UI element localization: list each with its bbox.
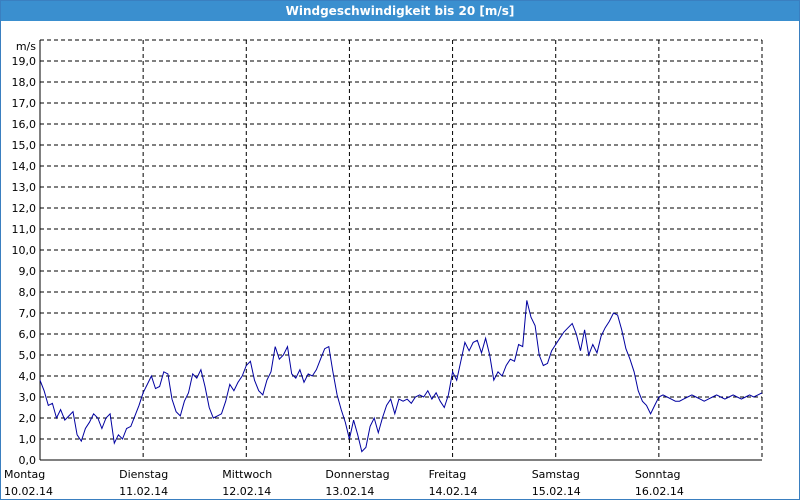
y-tick-label: 17,0 [12, 97, 37, 110]
y-tick-label: 6,0 [19, 328, 37, 341]
x-tick-day: Donnerstag [325, 468, 389, 481]
y-tick-label: 4,0 [19, 370, 37, 383]
y-tick-label: 8,0 [19, 286, 37, 299]
x-tick-date: 16.02.14 [635, 485, 684, 498]
chart-title: Windgeschwindigkeit bis 20 [m/s] [1, 1, 799, 21]
y-tick-label: 11,0 [12, 223, 37, 236]
x-tick-day: Samstag [532, 468, 580, 481]
y-tick-label: 14,0 [12, 160, 37, 173]
y-axis-label: m/s [16, 40, 36, 53]
series-line [39, 300, 763, 453]
y-tick-label: 15,0 [12, 139, 37, 152]
y-tick-label: 13,0 [12, 181, 37, 194]
y-tick-label: 7,0 [19, 307, 37, 320]
y-tick-label: 16,0 [12, 118, 37, 131]
x-tick-day: Mittwoch [222, 468, 272, 481]
y-tick-label: 18,0 [12, 76, 37, 89]
y-tick-label: 0,0 [19, 454, 37, 467]
x-tick-date: 13.02.14 [325, 485, 374, 498]
y-tick-label: 12,0 [12, 202, 37, 215]
y-tick-label: 5,0 [19, 349, 37, 362]
x-tick-day: Freitag [429, 468, 467, 481]
y-tick-label: 3,0 [19, 391, 37, 404]
x-tick-day: Sonntag [635, 468, 681, 481]
y-tick-label: 19,0 [12, 55, 37, 68]
y-tick-label: 9,0 [19, 265, 37, 278]
y-tick-label: 2,0 [19, 412, 37, 425]
x-tick-date: 14.02.14 [429, 485, 478, 498]
y-tick-label: 10,0 [12, 244, 37, 257]
x-tick-date: 12.02.14 [222, 485, 271, 498]
x-tick-day: Montag [4, 468, 45, 481]
y-tick-label: 1,0 [19, 433, 37, 446]
x-tick-date: 10.02.14 [4, 485, 53, 498]
x-tick-date: 15.02.14 [532, 485, 581, 498]
x-tick-date: 11.02.14 [119, 485, 168, 498]
x-tick-day: Dienstag [119, 468, 168, 481]
